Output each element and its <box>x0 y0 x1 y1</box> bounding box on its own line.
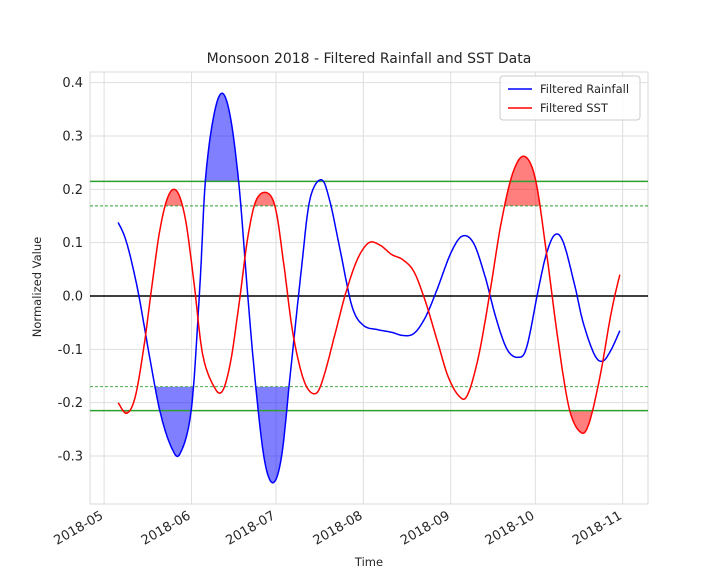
y-tick-label: 0.4 <box>62 76 83 91</box>
filtered-rainfall-line <box>117 92 621 484</box>
y-tick-label: 0.0 <box>62 290 83 305</box>
chart-title: Monsoon 2018 - Filtered Rainfall and SST… <box>207 51 532 67</box>
filtered-rainfall-fill-above <box>205 93 239 182</box>
y-tick-label: -0.2 <box>58 396 83 411</box>
filtered-rainfall-fill-below <box>155 386 194 457</box>
y-axis-label: Normalized Value <box>30 237 44 337</box>
y-tick-label: 0.2 <box>62 183 83 198</box>
y-tick-label: -0.1 <box>58 343 83 358</box>
y-tick-label: -0.3 <box>58 450 83 465</box>
legend-label: Filtered SST <box>540 101 609 115</box>
series-layer <box>117 92 621 484</box>
x-axis-label: Time <box>354 555 383 569</box>
legend-box <box>499 75 641 121</box>
y-tick-label: 0.3 <box>62 130 83 145</box>
legend: Filtered Rainfall Filtered SST <box>499 75 641 121</box>
legend-label: Filtered Rainfall <box>540 82 629 96</box>
threshold-layer <box>90 180 648 412</box>
y-tick-label: 0.1 <box>62 236 83 251</box>
filtered-sst-line <box>117 155 621 434</box>
